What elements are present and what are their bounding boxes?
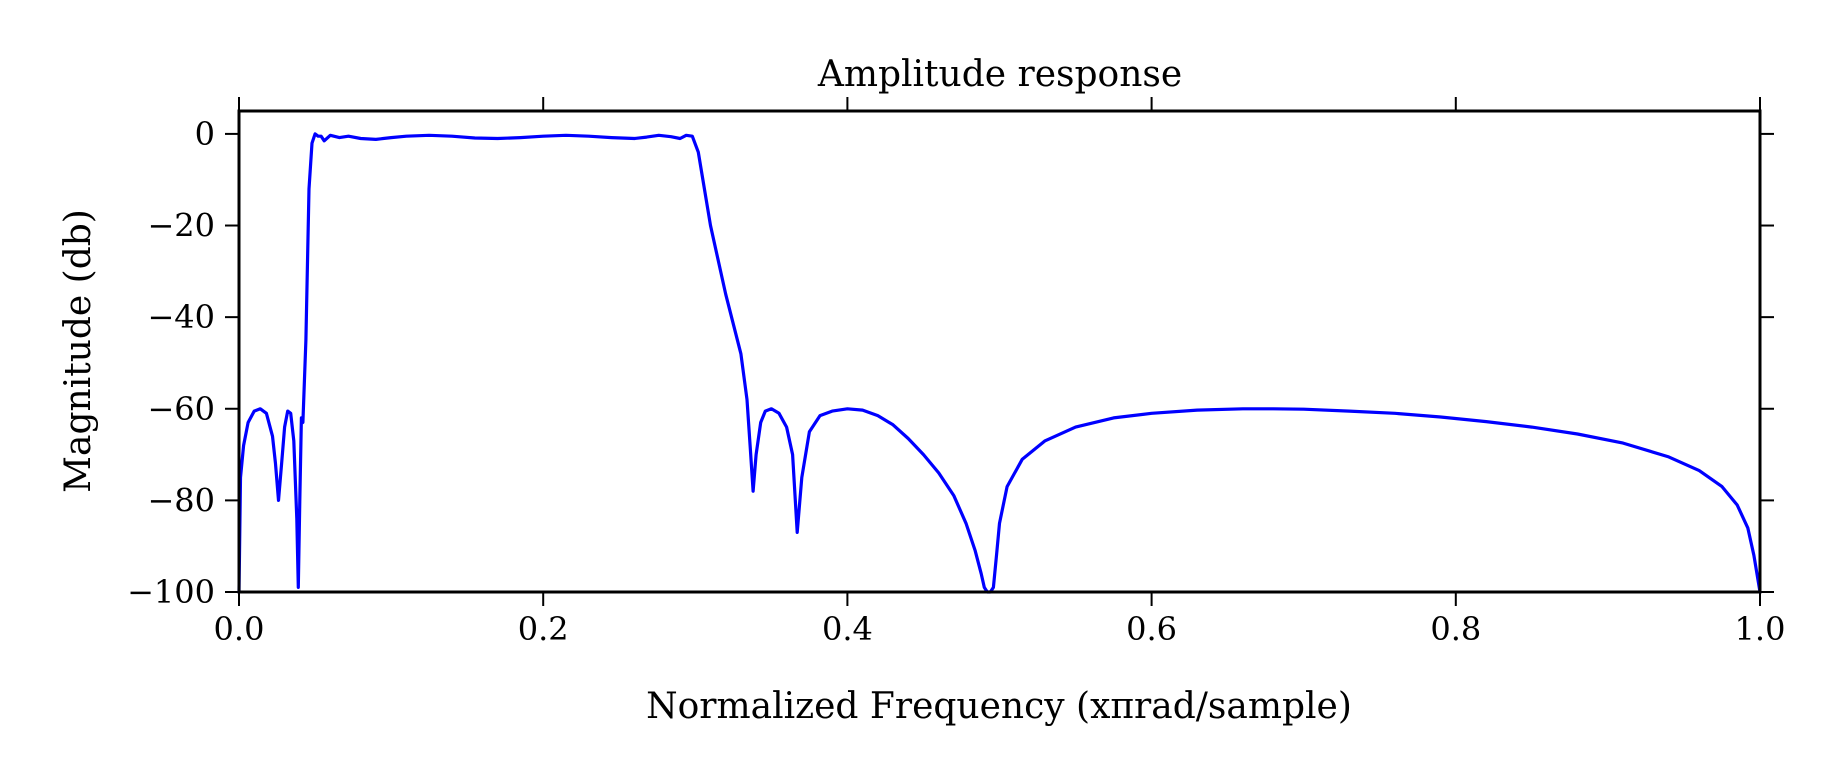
series-line	[237, 132, 1762, 594]
x-tick-label: 0.0	[214, 610, 265, 648]
x-tick-label: 0.6	[1126, 610, 1177, 648]
y-tick-label: −80	[147, 481, 215, 519]
y-axis: 0 −20 −40 −60 −80 −100	[127, 115, 1774, 611]
y-tick-label: −20	[147, 207, 215, 245]
plot-frame	[237, 109, 1762, 594]
y-tick-label: 0	[195, 115, 215, 153]
x-tick-label: 0.2	[518, 610, 569, 648]
y-tick-label: −40	[147, 298, 215, 336]
x-tick-label: 1.0	[1735, 610, 1786, 648]
x-axis-label: Normalized Frequency (xπrad/sample)	[646, 686, 1352, 727]
y-tick-label: −60	[147, 390, 215, 428]
x-tick-label: 0.4	[822, 610, 873, 648]
x-axis: 0.0 0.2 0.4 0.6 0.8 1.0	[214, 97, 1786, 648]
y-axis-label: Magnitude (db)	[58, 209, 99, 493]
y-tick-label: −100	[127, 573, 215, 611]
x-tick-label: 0.8	[1430, 610, 1481, 648]
chart-title: Amplitude response	[817, 54, 1182, 95]
